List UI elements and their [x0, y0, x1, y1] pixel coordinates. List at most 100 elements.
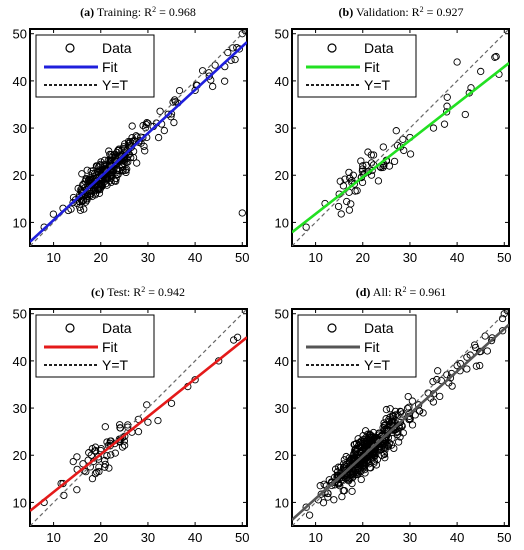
data-point — [191, 86, 199, 94]
data-point — [386, 405, 394, 413]
data-point — [95, 181, 103, 189]
data-point — [382, 415, 390, 423]
data-point — [107, 451, 115, 459]
data-point — [377, 445, 386, 454]
data-point — [342, 473, 351, 481]
data-point — [374, 177, 383, 185]
panel-3: (d) All: R2 = 0.961 10 20 30 40 50 10 20 30 40 50 D… — [275, 285, 512, 545]
data-point — [107, 156, 116, 164]
y-tick-label: 20 — [13, 168, 27, 183]
data-point — [156, 107, 164, 115]
data-point — [405, 403, 413, 411]
data-point — [302, 223, 310, 231]
data-point — [144, 119, 152, 127]
data-point — [353, 467, 361, 475]
x-tick-label: 10 — [308, 250, 322, 265]
data-point — [352, 444, 360, 453]
legend: Data Fit Y=T — [297, 314, 417, 378]
legend-label-fit: Fit — [364, 59, 380, 75]
data-point — [400, 146, 408, 155]
data-point — [170, 118, 178, 127]
legend-label-yt: Y=T — [364, 77, 391, 93]
x-tick-label: 40 — [450, 530, 464, 545]
data-point — [94, 453, 102, 461]
legend-marker-data — [327, 323, 337, 333]
data-point — [467, 84, 475, 92]
data-point — [102, 179, 110, 188]
data-point — [396, 407, 404, 416]
data-point — [160, 126, 168, 135]
panel-label: (b) — [339, 5, 354, 19]
y-tick-label: 30 — [13, 121, 27, 136]
data-point — [463, 353, 471, 361]
title-value: = 0.961 — [406, 285, 446, 299]
legend: Data Fit Y=T — [35, 314, 155, 378]
fit-line — [30, 336, 247, 512]
data-point — [205, 72, 213, 80]
legend-marker-data — [65, 43, 75, 53]
y-tick-label: 10 — [275, 495, 289, 510]
data-point — [123, 165, 131, 173]
data-point — [356, 460, 364, 469]
legend-label-data: Data — [364, 40, 394, 56]
data-point — [118, 433, 127, 442]
x-tick-label: 30 — [141, 530, 155, 545]
data-point — [167, 399, 176, 407]
data-point — [399, 135, 407, 143]
data-point — [364, 148, 372, 156]
title-value: = 0.927 — [424, 5, 464, 19]
data-point — [369, 151, 378, 159]
legend: Data Fit Y=T — [297, 34, 417, 98]
panel-title: (a) Training: R2 = 0.968 — [80, 5, 196, 19]
legend-label-yt: Y=T — [102, 357, 129, 373]
data-point — [387, 441, 396, 449]
x-tick-label: 40 — [188, 530, 202, 545]
data-point — [341, 175, 349, 183]
data-point — [133, 159, 141, 167]
data-point — [379, 143, 387, 151]
data-point — [419, 409, 427, 417]
y-tick-label: 40 — [275, 354, 289, 369]
legend-label-data: Data — [102, 40, 132, 56]
title-value: = 0.968 — [156, 5, 196, 19]
data-point — [443, 102, 451, 110]
data-point — [372, 461, 381, 469]
data-point — [461, 110, 469, 119]
x-tick-label: 30 — [403, 530, 417, 545]
data-point — [128, 122, 136, 130]
legend-label-yt: Y=T — [102, 77, 129, 93]
data-point — [382, 405, 391, 414]
data-point — [394, 438, 403, 446]
data-point — [171, 96, 179, 104]
data-point — [408, 397, 417, 405]
data-point — [211, 61, 219, 69]
data-point — [320, 480, 328, 488]
data-point — [76, 206, 85, 214]
data-point — [101, 423, 109, 431]
y-tick-label: 40 — [13, 74, 27, 89]
data-point — [487, 336, 496, 345]
data-point — [139, 121, 147, 130]
data-point — [142, 120, 150, 129]
x-tick-label: 50 — [497, 250, 511, 265]
data-point — [111, 152, 120, 160]
title-sup: 2 — [420, 5, 424, 14]
data-point — [415, 407, 423, 415]
panel-1: (b) Validation: R2 = 0.927 10 20 30 40 50 10 20… — [275, 5, 512, 265]
y-tick-label: 30 — [13, 401, 27, 416]
legend-marker-data — [65, 323, 75, 333]
data-point — [429, 398, 438, 406]
data-point — [82, 198, 90, 206]
data-point — [302, 503, 310, 511]
data-point — [337, 210, 345, 218]
data-point — [348, 487, 356, 496]
title-text: Test: R — [104, 285, 141, 299]
data-point — [334, 202, 343, 211]
data-point — [463, 365, 471, 373]
x-tick-label: 20 — [94, 250, 108, 265]
y-tick-label: 20 — [275, 448, 289, 463]
data-point — [319, 499, 328, 507]
data-point — [79, 196, 88, 204]
data-point — [406, 150, 415, 158]
data-point — [209, 82, 217, 91]
